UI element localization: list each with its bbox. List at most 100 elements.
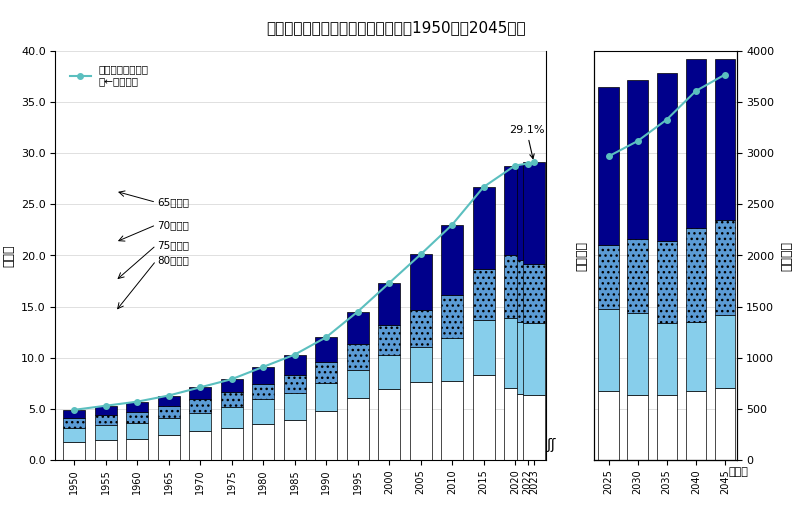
Bar [189, 431, 211, 460]
Bar [657, 241, 677, 323]
Bar [347, 344, 368, 370]
Bar [599, 391, 619, 460]
Bar [95, 440, 117, 460]
Bar [441, 225, 463, 295]
Bar [284, 355, 306, 375]
Bar [441, 295, 463, 338]
Bar [409, 310, 432, 347]
Bar [599, 86, 619, 245]
Bar [126, 438, 148, 460]
Bar [63, 419, 86, 428]
Text: 図２　高齢者人口及び割合の推移（1950年〜2045年）: 図２ 高齢者人口及び割合の推移（1950年〜2045年） [266, 20, 526, 35]
Bar [686, 321, 706, 391]
Bar [284, 393, 306, 420]
Bar [252, 384, 274, 399]
Bar [378, 283, 400, 324]
Bar [409, 347, 432, 382]
Text: ʃʃ: ʃʃ [546, 438, 556, 452]
Bar [158, 435, 180, 460]
Bar [714, 220, 735, 315]
Bar [95, 415, 117, 426]
Bar [599, 309, 619, 391]
Bar [627, 395, 648, 460]
Bar [523, 395, 545, 460]
Bar [504, 166, 526, 255]
Bar [523, 322, 545, 395]
Bar [347, 370, 368, 399]
Bar [516, 164, 539, 261]
Text: （年）: （年） [729, 467, 748, 477]
Bar [441, 338, 463, 381]
Bar [409, 254, 432, 310]
Bar [504, 318, 526, 388]
Bar [714, 315, 735, 388]
Bar [158, 419, 180, 435]
Bar [252, 424, 274, 460]
Bar [221, 407, 242, 428]
Bar [158, 406, 180, 419]
Legend: 高齢者人口の割合
（←左目盛）: 高齢者人口の割合 （←左目盛） [66, 60, 153, 90]
Text: 75歳以上: 75歳以上 [158, 240, 189, 250]
Bar [189, 413, 211, 431]
Bar [686, 228, 706, 321]
Bar [347, 312, 368, 344]
Text: 29.1%: 29.1% [508, 125, 544, 158]
Bar [686, 59, 706, 228]
Bar [714, 59, 735, 220]
Bar [95, 426, 117, 440]
Text: 70歳以上: 70歳以上 [158, 220, 189, 230]
Bar [686, 391, 706, 460]
Bar [504, 255, 526, 318]
Bar [284, 375, 306, 393]
Bar [284, 420, 306, 460]
Bar [473, 187, 494, 269]
Bar [315, 383, 337, 411]
Bar [126, 411, 148, 423]
Bar [409, 382, 432, 460]
Bar [126, 423, 148, 438]
Bar [441, 381, 463, 460]
Bar [315, 362, 337, 383]
Bar [516, 394, 539, 460]
Bar [315, 411, 337, 460]
Bar [516, 261, 539, 322]
Bar [252, 399, 274, 424]
Bar [599, 245, 619, 309]
Y-axis label: （万人）: （万人） [780, 241, 792, 270]
Bar [627, 80, 648, 239]
Bar [189, 387, 211, 399]
Bar [516, 322, 539, 394]
Bar [63, 442, 86, 460]
Bar [657, 323, 677, 395]
Bar [627, 239, 648, 313]
Bar [657, 395, 677, 460]
Bar [221, 428, 242, 460]
Y-axis label: （万人）: （万人） [576, 241, 588, 270]
Bar [221, 392, 242, 407]
Bar [315, 337, 337, 362]
Bar [523, 162, 545, 264]
Bar [657, 74, 677, 241]
Bar [523, 264, 545, 322]
Bar [473, 320, 494, 375]
Bar [126, 402, 148, 411]
Bar [252, 367, 274, 384]
Text: 65歳以上: 65歳以上 [158, 197, 189, 207]
Bar [347, 399, 368, 460]
Bar [221, 379, 242, 392]
Bar [378, 324, 400, 355]
Bar [378, 355, 400, 389]
Bar [158, 396, 180, 406]
Y-axis label: （％）: （％） [2, 244, 15, 267]
Text: 80歳以上: 80歳以上 [158, 256, 189, 266]
Bar [189, 399, 211, 413]
Bar [378, 389, 400, 460]
Bar [63, 410, 86, 419]
Bar [473, 269, 494, 320]
Bar [95, 406, 117, 415]
Bar [714, 388, 735, 460]
Bar [63, 428, 86, 442]
Bar [473, 375, 494, 460]
Bar [627, 313, 648, 395]
Bar [504, 388, 526, 460]
